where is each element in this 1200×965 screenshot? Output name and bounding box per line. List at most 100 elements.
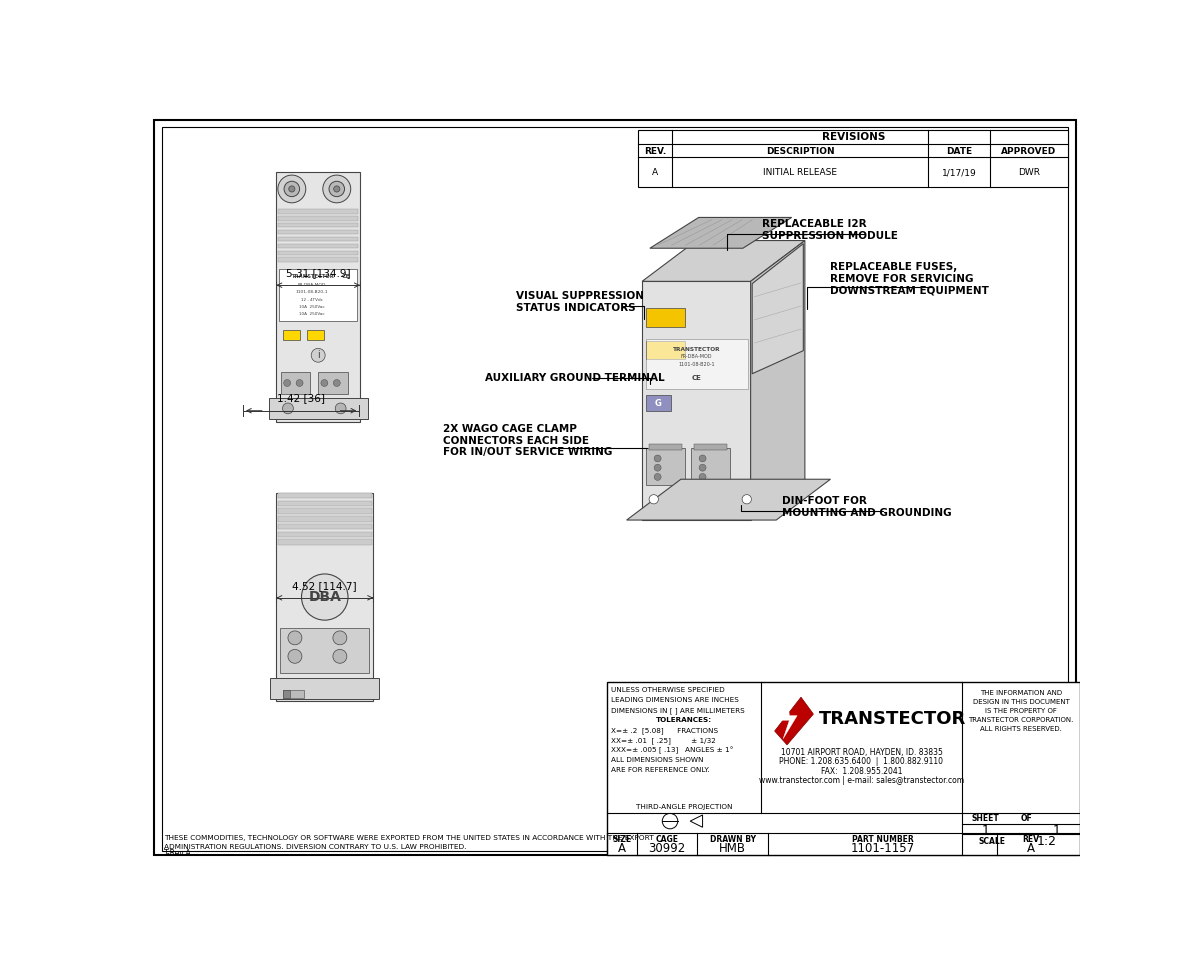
- Circle shape: [332, 649, 347, 663]
- Circle shape: [700, 455, 706, 462]
- Text: G: G: [655, 399, 662, 407]
- Circle shape: [334, 186, 340, 192]
- Text: DESIGN IN THIS DOCUMENT: DESIGN IN THIS DOCUMENT: [973, 699, 1069, 704]
- Circle shape: [654, 464, 661, 471]
- Text: 1: 1: [1052, 824, 1061, 837]
- Bar: [646, 395, 671, 411]
- Text: TRANSTECTOR: TRANSTECTOR: [672, 346, 720, 351]
- Text: REV.: REV.: [644, 147, 666, 155]
- Text: THIRD-ANGLE PROJECTION: THIRD-ANGLE PROJECTION: [636, 804, 732, 811]
- Text: VISUAL SUPPRESSION
STATUS INDICATORS: VISUAL SUPPRESSION STATUS INDICATORS: [516, 291, 643, 313]
- Text: A: A: [653, 168, 659, 178]
- Bar: [307, 330, 324, 340]
- Polygon shape: [751, 240, 805, 520]
- Text: FR-DBA-MOD: FR-DBA-MOD: [298, 283, 326, 288]
- Bar: [607, 681, 1080, 855]
- Text: DBA: DBA: [308, 590, 341, 604]
- Text: 1:2: 1:2: [1037, 835, 1057, 847]
- Text: A: A: [1027, 842, 1034, 855]
- Text: DESCRIPTION: DESCRIPTION: [766, 147, 834, 155]
- Circle shape: [278, 175, 306, 203]
- Bar: [638, 129, 1068, 187]
- Bar: [278, 236, 359, 241]
- Text: LEADING DIMENSIONS ARE INCHES: LEADING DIMENSIONS ARE INCHES: [611, 698, 739, 703]
- Text: 12 - 4TVdc: 12 - 4TVdc: [301, 298, 323, 302]
- Text: HMB: HMB: [719, 842, 746, 855]
- Text: SCALE: SCALE: [978, 837, 1006, 845]
- Circle shape: [301, 574, 348, 620]
- Text: 10A  250Vac: 10A 250Vac: [299, 305, 325, 309]
- Text: CE: CE: [342, 274, 350, 279]
- Text: 4.52 [114.7]: 4.52 [114.7]: [293, 581, 358, 591]
- Circle shape: [320, 379, 328, 386]
- Text: CAGE: CAGE: [655, 835, 678, 844]
- Text: DRAWN BY: DRAWN BY: [710, 835, 756, 844]
- Bar: [278, 216, 359, 221]
- Text: PART NUMBER: PART NUMBER: [852, 835, 913, 844]
- Bar: [278, 209, 359, 213]
- Circle shape: [282, 403, 293, 414]
- Bar: [278, 524, 372, 529]
- Polygon shape: [626, 480, 830, 520]
- Text: DIN-FOOT FOR
MOUNTING AND GROUNDING: DIN-FOOT FOR MOUNTING AND GROUNDING: [781, 496, 952, 518]
- Text: 30992: 30992: [648, 842, 685, 855]
- Text: TRANSTECTOR CORPORATION.: TRANSTECTOR CORPORATION.: [968, 717, 1074, 723]
- Polygon shape: [775, 697, 814, 745]
- Text: 1101-08-B20-1: 1101-08-B20-1: [678, 362, 715, 367]
- Text: ALL DIMENSIONS SHOWN: ALL DIMENSIONS SHOWN: [611, 758, 703, 763]
- Bar: [278, 532, 372, 537]
- Text: DWR: DWR: [1018, 168, 1040, 178]
- Bar: [278, 493, 372, 499]
- Text: A: A: [618, 842, 626, 855]
- Bar: [281, 372, 311, 394]
- Text: 5.31 [134.9]: 5.31 [134.9]: [286, 268, 350, 278]
- Text: DIMENSIONS IN [ ] ARE MILLIMETERS: DIMENSIONS IN [ ] ARE MILLIMETERS: [611, 707, 745, 713]
- Bar: [270, 677, 379, 700]
- Bar: [282, 690, 305, 698]
- Text: FR-DBA-MOD: FR-DBA-MOD: [680, 354, 712, 359]
- Text: PHONE: 1.208.635.6400  |  1.800.882.9110: PHONE: 1.208.635.6400 | 1.800.882.9110: [780, 758, 943, 766]
- Text: SHEET: SHEET: [972, 814, 1000, 823]
- Text: 1: 1: [982, 824, 990, 837]
- Text: AUXILIARY GROUND TERMINAL: AUXILIARY GROUND TERMINAL: [485, 372, 665, 382]
- Bar: [278, 230, 359, 234]
- Bar: [278, 243, 359, 248]
- Text: REPLACEABLE I2R
SUPPRESSION MODULE: REPLACEABLE I2R SUPPRESSION MODULE: [762, 219, 898, 240]
- Bar: [278, 258, 359, 262]
- Text: ALL RIGHTS RESERVED.: ALL RIGHTS RESERVED.: [980, 727, 1062, 732]
- Bar: [646, 341, 685, 359]
- Circle shape: [323, 175, 350, 203]
- Text: 1.42 [36]: 1.42 [36]: [277, 393, 325, 403]
- Circle shape: [311, 348, 325, 362]
- Text: XX=± .01  [ .25]         ± 1/32: XX=± .01 [ .25] ± 1/32: [611, 737, 716, 744]
- Bar: [278, 516, 372, 522]
- Bar: [276, 172, 360, 423]
- Bar: [276, 493, 373, 701]
- Text: APPROVED: APPROVED: [1001, 147, 1056, 155]
- Text: 1101-08-B20-1: 1101-08-B20-1: [295, 290, 329, 294]
- Bar: [278, 509, 372, 514]
- Polygon shape: [781, 702, 797, 739]
- Circle shape: [288, 649, 302, 663]
- Circle shape: [283, 379, 290, 386]
- Text: THE INFORMATION AND: THE INFORMATION AND: [980, 690, 1062, 696]
- Text: 1101-1157: 1101-1157: [851, 842, 914, 855]
- Circle shape: [742, 495, 751, 504]
- Polygon shape: [752, 243, 803, 373]
- Text: 10A  250Vac: 10A 250Vac: [299, 312, 325, 316]
- Bar: [280, 269, 356, 321]
- Circle shape: [700, 464, 706, 471]
- Circle shape: [288, 631, 302, 645]
- Text: DATE: DATE: [946, 147, 972, 155]
- Bar: [278, 251, 359, 255]
- Text: INITIAL RELEASE: INITIAL RELEASE: [763, 168, 838, 178]
- Text: T-Rev.A: T-Rev.A: [164, 849, 192, 858]
- Polygon shape: [642, 240, 805, 282]
- Text: ARE FOR REFERENCE ONLY.: ARE FOR REFERENCE ONLY.: [611, 767, 709, 773]
- Circle shape: [335, 403, 346, 414]
- Text: CE: CE: [691, 374, 701, 380]
- Bar: [691, 449, 730, 485]
- Circle shape: [334, 379, 341, 386]
- Polygon shape: [642, 282, 751, 520]
- Polygon shape: [650, 217, 792, 248]
